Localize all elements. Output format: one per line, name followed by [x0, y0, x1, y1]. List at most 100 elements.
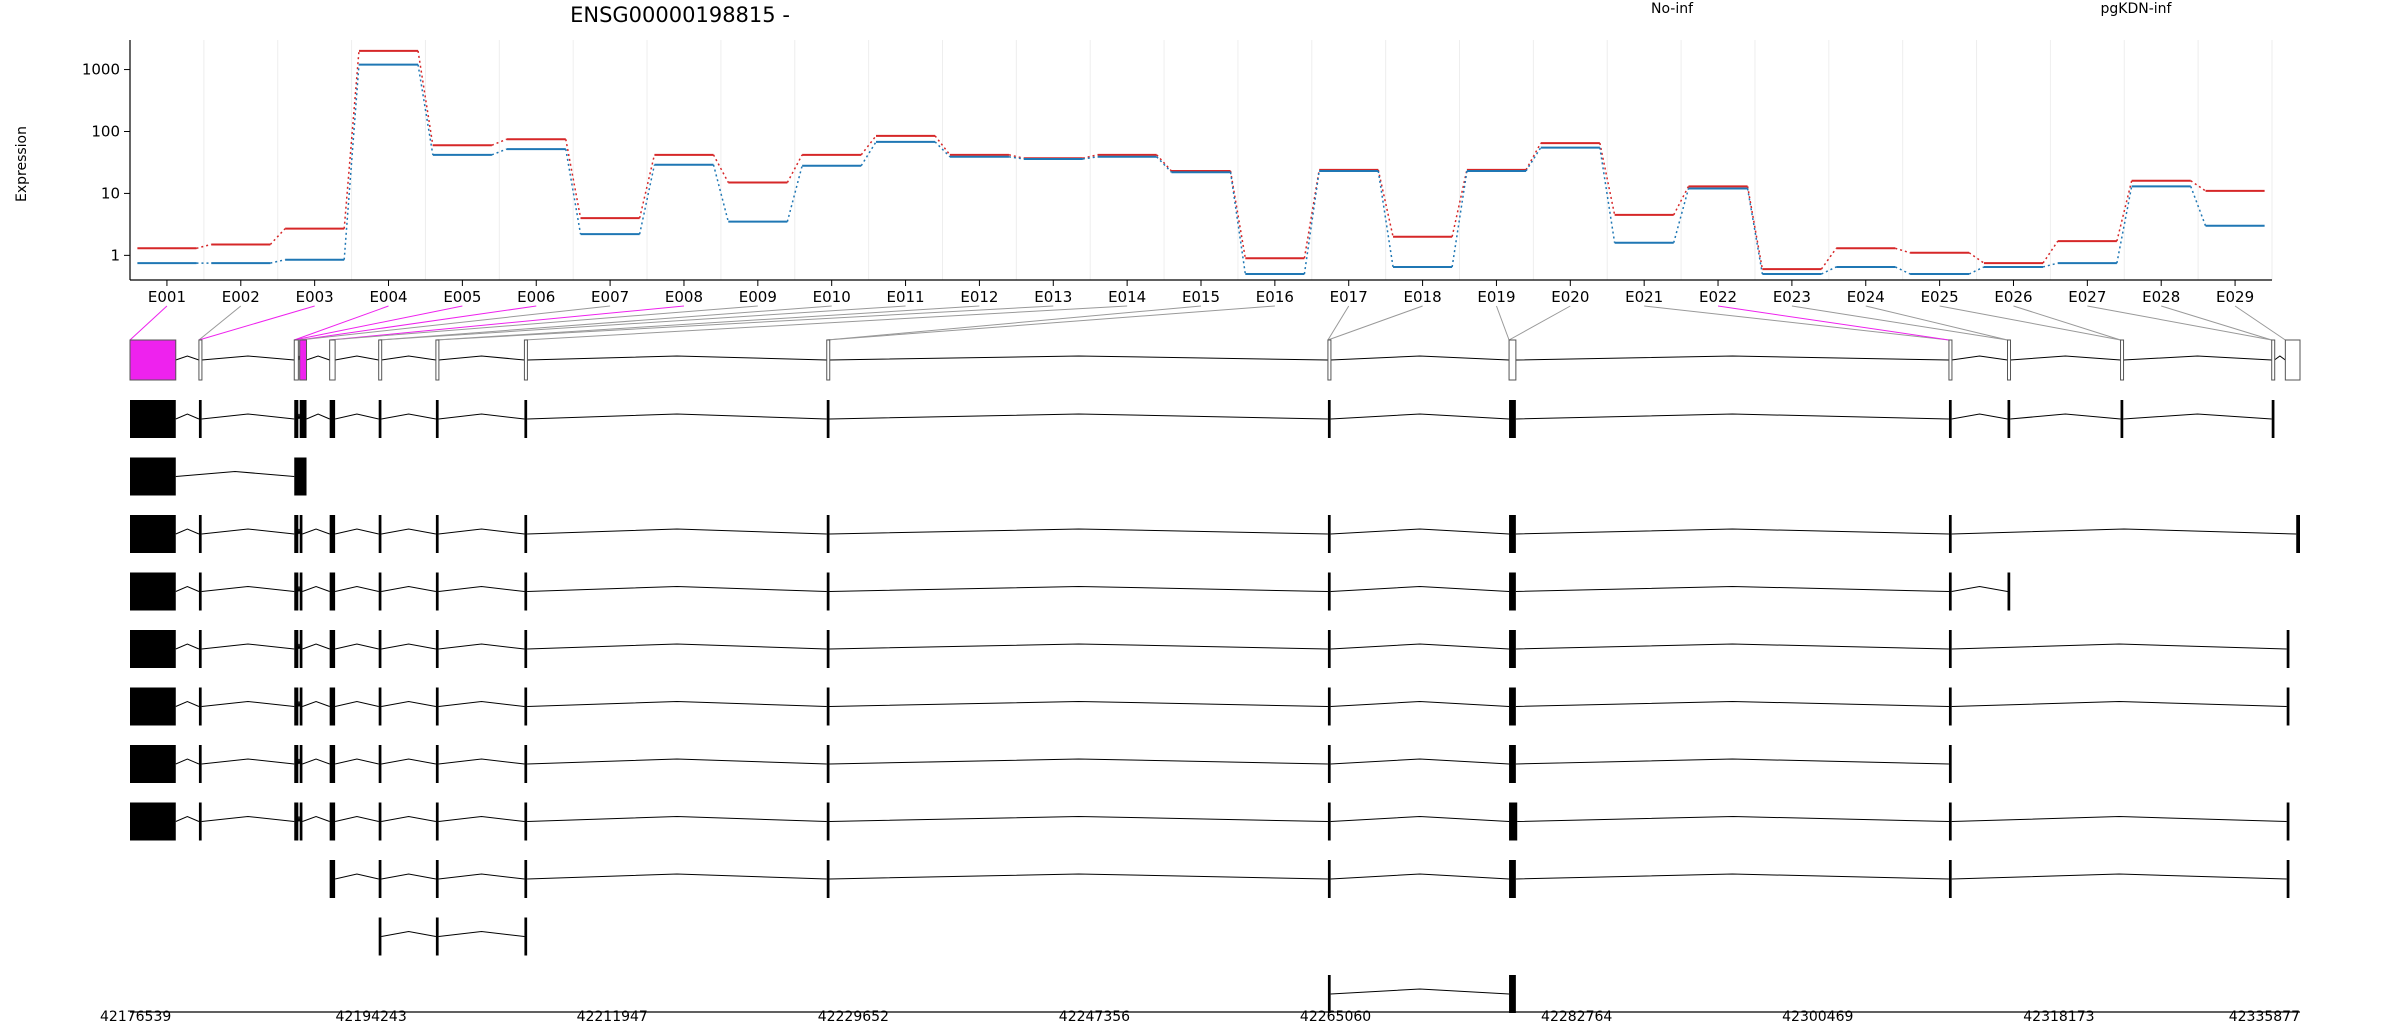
series-connector-pgKDN-inf	[417, 64, 434, 155]
transcript-exon	[435, 687, 439, 726]
y-tick-label: 1000	[82, 61, 120, 79]
transcript-intron	[1330, 815, 1510, 822]
transcript-intron	[297, 701, 301, 707]
transcript-intron	[306, 413, 330, 420]
transcript-exon	[329, 802, 336, 841]
series-connector-No-inf	[1673, 186, 1690, 216]
transcript-intron	[2123, 413, 2272, 420]
genomic-tick-label: 42318173	[2023, 1009, 2094, 1025]
transcript-intron	[829, 528, 1328, 535]
gene-model-exon	[378, 339, 383, 381]
genomic-coordinate-axis: 42176539 42194243 42211947 42229652 42247356…	[100, 1009, 2300, 1025]
transcript-intron	[381, 815, 436, 822]
x-tick-label: E004	[369, 288, 407, 306]
x-tick-label: E026	[1994, 288, 2032, 306]
gene-model-intron	[438, 355, 525, 361]
transcript-intron	[527, 700, 827, 707]
exon-connector-line	[2161, 305, 2272, 341]
transcript-intron	[297, 816, 301, 822]
transcript-exon	[2286, 802, 2290, 841]
transcript-exon	[1948, 400, 1952, 438]
exon-connector-line	[826, 305, 1202, 341]
transcript-intron	[297, 758, 301, 765]
gene-model-intron	[2123, 355, 2272, 361]
transcript-intron	[175, 815, 200, 822]
transcript-intron	[335, 528, 379, 535]
x-tick-label: E019	[1477, 288, 1515, 306]
series-connector-pgKDN-inf	[934, 141, 951, 158]
x-tick-label: E009	[739, 288, 777, 306]
transcript-exon	[524, 572, 528, 611]
transcript-exon	[2007, 400, 2011, 438]
transcript-exon	[1509, 572, 1516, 611]
transcript-intron	[527, 585, 827, 592]
legend-item-no-inf: No-inf	[1651, 1, 1694, 17]
transcript-intron	[1951, 413, 2008, 420]
transcript-intron	[302, 528, 330, 535]
transcript-intron	[438, 873, 525, 880]
transcript-exon	[378, 802, 382, 841]
gene-model-exon	[523, 339, 528, 381]
transcript-exon	[1509, 630, 1516, 668]
transcript-exon	[299, 630, 303, 668]
transcript-exon	[329, 630, 336, 668]
chart-title: ENSG00000198815 -	[570, 3, 790, 27]
transcript-intron	[175, 585, 200, 592]
transcript-exon	[130, 572, 176, 611]
transcript-intron	[1951, 528, 2297, 535]
x-tick-label: E013	[1034, 288, 1072, 306]
transcript-exon	[329, 860, 336, 898]
transcript-exon	[198, 572, 202, 611]
exon-connector-line	[1865, 305, 2008, 341]
transcript-exon	[524, 687, 528, 726]
x-tick-label: E020	[1551, 288, 1589, 306]
series-connector-pgKDN-inf	[1672, 188, 1690, 243]
series-connector-No-inf	[1820, 247, 1837, 270]
transcript-intron	[381, 700, 436, 707]
y-axis-label: Expression	[14, 126, 30, 202]
transcript-exon	[329, 572, 336, 611]
transcript-intron	[381, 643, 436, 650]
transcript-exon	[1509, 802, 1518, 841]
exon-connector-line	[1508, 305, 1571, 341]
transcript-intron	[201, 815, 295, 822]
transcript-intron	[527, 413, 827, 420]
genomic-tick-label: 42176539	[100, 1009, 171, 1025]
gene-model-intron	[306, 355, 330, 361]
transcript-exon	[299, 687, 303, 726]
transcript-intron	[297, 586, 301, 592]
y-tick-label: 10	[101, 184, 120, 202]
transcript-intron	[438, 930, 525, 937]
transcript-exon	[2286, 687, 2290, 726]
x-tick-label: E016	[1256, 288, 1294, 306]
transcript-exon	[130, 630, 176, 668]
transcript-intron	[335, 758, 379, 765]
x-tick-label: E017	[1330, 288, 1368, 306]
series-connector-pgKDN-inf	[1599, 147, 1616, 243]
transcript-exon	[1509, 745, 1516, 783]
transcript-exon	[198, 745, 202, 783]
transcript-intron	[1515, 873, 1949, 880]
transcript-intron	[527, 758, 827, 765]
exon-connector-line	[524, 305, 1128, 341]
transcript-intron	[201, 643, 295, 650]
transcript-intron	[829, 700, 1328, 707]
gene-model-intron	[829, 355, 1328, 361]
series-connector-No-inf	[1156, 154, 1173, 172]
transcript-exon	[524, 745, 528, 783]
series-connector-pgKDN-inf	[565, 148, 582, 235]
transcript-exon	[130, 515, 176, 553]
gene-model-exon	[1508, 339, 1517, 381]
transcript-exon	[130, 745, 176, 783]
y-tick-label: 100	[91, 122, 120, 140]
gene-model-intron	[2010, 355, 2121, 361]
transcript-exon	[1327, 572, 1331, 611]
transcript-intron	[175, 413, 200, 420]
transcript-exon	[1327, 975, 1331, 1013]
gene-model-intron	[1515, 355, 1949, 361]
genomic-tick-label: 42282764	[1541, 1009, 1612, 1025]
x-tick-label: E014	[1108, 288, 1146, 306]
gene-model-exon	[2120, 339, 2125, 381]
